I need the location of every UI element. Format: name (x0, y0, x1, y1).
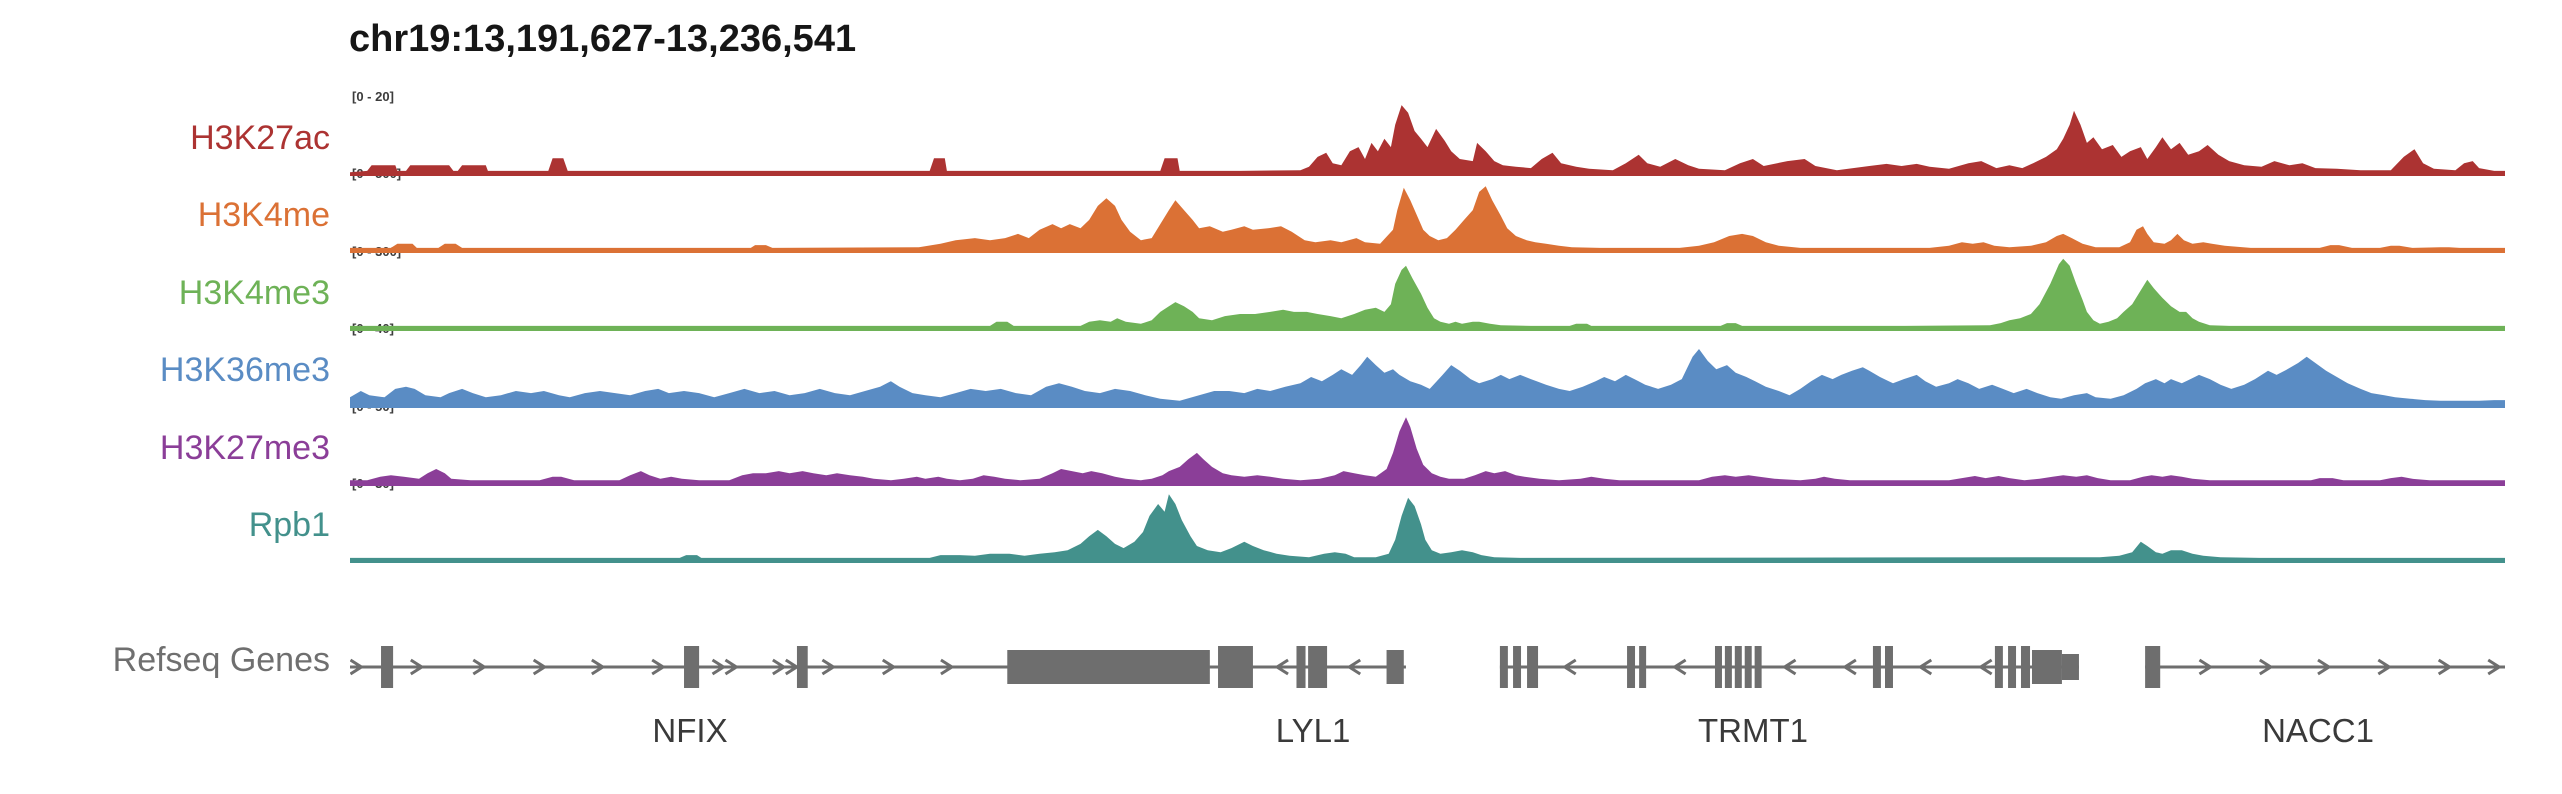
exon-lyl1 (1218, 646, 1253, 688)
exon-trmt1 (2061, 654, 2079, 680)
exon-trmt1 (1885, 646, 1893, 688)
signal-track-h3k27me3 (350, 417, 2505, 486)
strand-arrow-right-icon (2258, 658, 2274, 676)
gene-name-nfix: NFIX (652, 712, 728, 749)
track-label-h3k36me3: H3K36me3 (159, 351, 330, 389)
strand-arrow-right-icon (409, 658, 425, 676)
track-baseline (350, 560, 2505, 563)
strand-arrow-right-icon (2437, 658, 2453, 676)
exon-trmt1 (1639, 646, 1647, 688)
strand-arrow-right-icon (2317, 658, 2332, 676)
track-label-h3k27ac: H3K27ac (190, 119, 330, 157)
track-baseline (350, 173, 2505, 176)
locus-title: chr19:13,191,627-13,236,541 (349, 18, 857, 60)
signal-track-h3k36me3 (350, 349, 2505, 408)
track-label-h3k27me3: H3K27me3 (159, 429, 330, 467)
coverage-area-h3k27me3 (350, 417, 2505, 483)
exon-trmt1 (2008, 646, 2017, 688)
signal-track-h3k27ac (350, 105, 2505, 176)
exon-nfix (1007, 650, 1210, 684)
exon-trmt1 (2020, 646, 2031, 688)
exon-nacc1 (2145, 646, 2161, 688)
exon-trmt1 (1744, 646, 1752, 688)
strand-arrow-right-icon (940, 658, 955, 676)
track-baseline (350, 483, 2505, 486)
coverage-area-h3k4me (350, 186, 2505, 250)
track-label-refseq-genes: Refseq Genes (112, 641, 330, 679)
exon-trmt1 (1872, 646, 1881, 688)
track-label-rpb1: Rpb1 (248, 506, 330, 544)
strand-arrow-left-icon (1842, 658, 1857, 676)
strand-arrow-right-icon (2487, 658, 2503, 676)
refseq-gene-glyphs (350, 646, 2505, 688)
gene-intron-line-trmt1 (1499, 665, 2079, 669)
exon-trmt1 (1714, 646, 1722, 688)
coverage-area-h3k27ac (350, 105, 2505, 173)
strand-arrow-right-icon (821, 658, 837, 676)
exon-nfix (796, 646, 808, 688)
strand-arrow-right-icon (532, 658, 548, 676)
strand-arrow-right-icon (881, 658, 897, 676)
strand-arrow-right-icon (472, 658, 488, 676)
strand-arrow-left-icon (1917, 658, 1933, 676)
strand-arrow-left-icon (1781, 658, 1797, 676)
track-label-h3k4me: H3K4me (197, 196, 330, 234)
gene-name-nacc1: NACC1 (2262, 712, 2374, 749)
exon-lyl1 (1308, 646, 1328, 688)
exon-trmt1 (1627, 646, 1636, 688)
strand-arrow-left-icon (1274, 658, 1289, 676)
gene-intron-line-nacc1 (2145, 665, 2505, 669)
strand-arrow-right-icon (2377, 658, 2393, 676)
exon-trmt1 (1994, 646, 2003, 688)
range-label-h3k27ac: [0 - 20] (352, 89, 394, 104)
strand-arrow-left-icon (1346, 658, 1362, 676)
coverage-area-h3k36me3 (350, 349, 2505, 405)
strand-arrow-left-icon (1561, 658, 1577, 676)
gene-name-trmt1: TRMT1 (1698, 712, 1808, 749)
exon-trmt1 (1734, 646, 1742, 688)
strand-arrow-right-icon (772, 658, 787, 676)
track-baseline (350, 405, 2505, 408)
track-baseline (350, 328, 2505, 331)
strand-arrow-left-icon (1977, 658, 1993, 676)
coverage-area-h3k4me3 (350, 258, 2505, 328)
strand-arrow-right-icon (711, 658, 727, 676)
gene-name-lyl1: LYL1 (1275, 712, 1351, 749)
track-label-h3k4me3: H3K4me3 (178, 274, 330, 312)
signal-track-h3k4me3 (350, 258, 2505, 331)
strand-arrow-right-icon (2198, 658, 2214, 676)
exon-trmt1 (1527, 646, 1539, 688)
strand-arrow-right-icon (724, 658, 740, 676)
gene-intron-line-lyl1 (1209, 665, 1406, 669)
exon-trmt1 (1499, 646, 1508, 688)
coverage-area-rpb1 (350, 494, 2505, 560)
exon-trmt1 (2031, 650, 2062, 684)
exon-lyl1 (1386, 650, 1404, 684)
gene-intron-line-nfix (350, 665, 1210, 669)
strand-arrow-right-icon (651, 658, 666, 676)
strand-arrow-right-icon (591, 658, 606, 676)
signal-track-h3k4me (350, 186, 2505, 253)
exon-nfix (381, 646, 394, 688)
strand-arrow-left-icon (1671, 658, 1687, 676)
exon-trmt1 (1724, 646, 1732, 688)
exon-trmt1 (1754, 646, 1762, 688)
exon-lyl1 (1296, 646, 1306, 688)
exon-nfix (684, 646, 700, 688)
exon-trmt1 (1513, 646, 1522, 688)
track-baseline (350, 250, 2505, 253)
signal-track-rpb1 (350, 494, 2505, 563)
strand-arrow-right-icon (350, 658, 365, 676)
strand-arrow-right-icon (784, 658, 800, 676)
